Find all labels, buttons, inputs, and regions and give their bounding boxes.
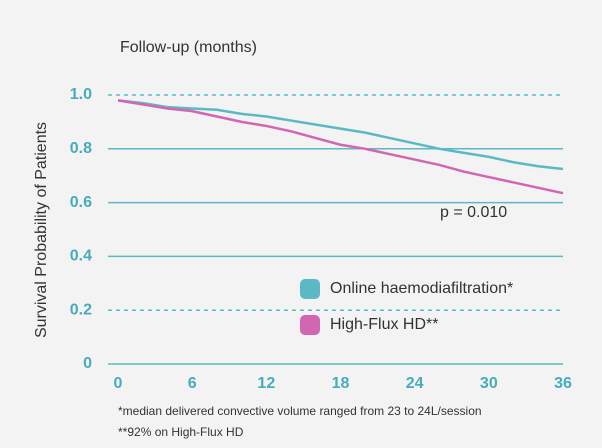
- y-tick-label: 0.6: [70, 194, 92, 211]
- chart-title: Follow-up (months): [120, 39, 257, 56]
- y-tick-label: 0.8: [70, 140, 92, 157]
- legend-label: High-Flux HD**: [330, 316, 438, 333]
- y-tick-label: 0.4: [70, 248, 92, 265]
- legend-label: Online haemodiafiltration*: [330, 280, 513, 297]
- y-tick-label: 0.2: [70, 301, 92, 318]
- footnote: *median delivered convective volume rang…: [118, 404, 482, 418]
- x-tick-label: 6: [188, 375, 197, 392]
- x-tick-label: 24: [406, 375, 424, 392]
- y-tick-label: 1.0: [70, 86, 92, 103]
- x-tick-label: 0: [114, 375, 123, 392]
- x-tick-label: 36: [554, 375, 572, 392]
- x-tick-label: 30: [480, 375, 498, 392]
- x-tick-label: 18: [332, 375, 350, 392]
- y-axis-label: Survival Probability of Patients: [33, 122, 50, 338]
- annotation: p = 0.010: [440, 204, 507, 221]
- x-tick-label: 12: [257, 375, 275, 392]
- line-series: [117, 99, 564, 195]
- footnote: **92% on High-Flux HD: [118, 425, 244, 439]
- legend-swatch: [300, 315, 320, 335]
- y-tick-label: 0: [83, 355, 92, 372]
- legend-swatch: [300, 279, 320, 299]
- line-series: [117, 99, 564, 171]
